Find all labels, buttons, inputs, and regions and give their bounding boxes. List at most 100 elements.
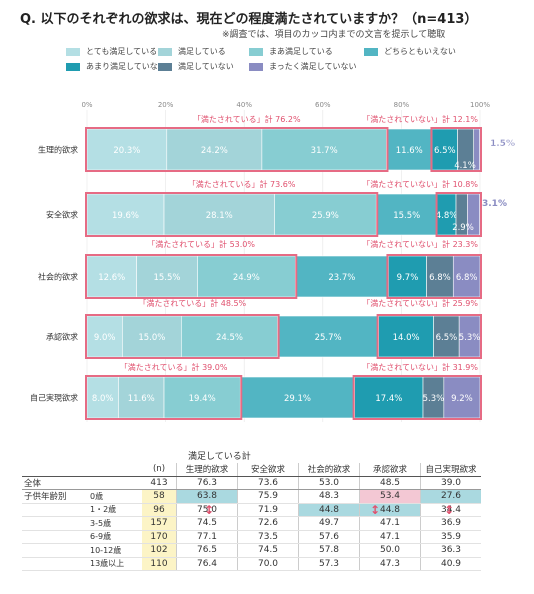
table-cell: 34.4 bbox=[420, 503, 481, 517]
table-cell: 36.3 bbox=[420, 543, 481, 558]
category-label: 生理的欲求 bbox=[38, 145, 78, 155]
table-cell: 76.3 bbox=[176, 476, 238, 490]
table-caption: 満足している計 bbox=[188, 452, 251, 462]
satisfied-outline bbox=[85, 127, 389, 172]
category-label: 安全欲求 bbox=[46, 210, 78, 220]
table-cell: 57.3 bbox=[298, 557, 360, 571]
bar-segment bbox=[136, 255, 198, 298]
data-label: 28.1% bbox=[206, 211, 233, 221]
chart-title: Q. 以下のそれぞれの欲求は、現在どの程度満たされていますか？（n=413） bbox=[20, 12, 478, 27]
table-cell: 48.5 bbox=[359, 476, 421, 490]
table-cell: 53.4 bbox=[359, 489, 421, 504]
data-label: 2.9% bbox=[452, 223, 474, 233]
table-row: 子供年齢別 0歳 58 63.8 75.9 48.3 53.4 27.6 bbox=[22, 489, 481, 504]
data-label: 25.9% bbox=[312, 211, 339, 221]
satisfied-total-label: 「満たされている」計 39.0% bbox=[120, 362, 228, 372]
data-label: 4.1% bbox=[454, 161, 476, 171]
column-header: 承認欲求 bbox=[359, 463, 421, 477]
table-row: 10-12歳 102 76.5 74.5 57.8 50.0 36.3 bbox=[22, 543, 481, 558]
table-cell: 75.9 bbox=[237, 489, 299, 504]
satisfied-total-label: 「満たされている」計 48.5% bbox=[138, 298, 246, 308]
table-header-row: (n) 生理的欲求 安全欲求 社会的欲求 承認欲求 自己実現欲求 bbox=[22, 463, 481, 477]
bar-segment bbox=[294, 255, 389, 298]
legend-item: どちらともいえない bbox=[364, 46, 456, 57]
category-label: 承認欲求 bbox=[46, 332, 78, 342]
legend-item: まったく満足していない bbox=[249, 61, 356, 72]
x-tick-label: 100% bbox=[470, 101, 490, 109]
legend-swatch bbox=[364, 47, 378, 56]
row-n: 102 bbox=[142, 543, 177, 558]
bar-segment bbox=[443, 376, 481, 419]
data-label: 20.3% bbox=[113, 146, 140, 156]
table-cell: 63.8 bbox=[176, 489, 238, 504]
table-cell: 71.9 bbox=[237, 503, 299, 517]
row-label: 0歳 bbox=[88, 489, 142, 504]
table-row: 6-9歳 170 77.1 73.5 57.6 47.1 35.9 bbox=[22, 530, 481, 544]
unsatisfied-outline bbox=[435, 192, 482, 237]
data-label: 4.8% bbox=[436, 211, 458, 221]
bar-segment bbox=[86, 128, 168, 171]
legend-swatch bbox=[158, 47, 172, 56]
table-cell: 35.9 bbox=[420, 530, 481, 544]
row-label: 13歳以上 bbox=[88, 557, 142, 571]
data-label: 19.6% bbox=[112, 211, 139, 221]
bar-segment bbox=[86, 255, 137, 298]
table-cell: 40.9 bbox=[420, 557, 481, 571]
x-tick-label: 40% bbox=[236, 101, 252, 109]
column-header: 安全欲求 bbox=[237, 463, 299, 477]
chart-subtitle: ※調査では、項目のカッコ内までの文言を提示して聴取 bbox=[222, 30, 446, 40]
legend-swatch bbox=[249, 47, 263, 56]
data-label: 8.0% bbox=[92, 394, 114, 404]
satisfied-outline bbox=[85, 314, 280, 359]
bar-segment bbox=[197, 255, 296, 298]
table-cell: 57.8 bbox=[298, 543, 360, 558]
data-label: 6.5% bbox=[434, 146, 456, 156]
unsatisfied-outline bbox=[430, 127, 482, 172]
data-label: 15.5% bbox=[393, 211, 420, 221]
total-label: 全体 bbox=[22, 476, 88, 490]
table-cell: 73.5 bbox=[237, 530, 299, 544]
table-cell: 47.1 bbox=[359, 516, 421, 531]
increase-arrow-icon: ↕ bbox=[204, 503, 215, 517]
table-total-row: 全体 413 76.3 73.6 53.0 48.5 39.0 bbox=[22, 476, 481, 490]
data-label: 25.7% bbox=[315, 333, 342, 343]
data-label: 5.3% bbox=[459, 333, 481, 343]
unsatisfied-total-label: 「満たされていない」計 10.8% bbox=[362, 179, 478, 189]
category-label: 社会的欲求 bbox=[38, 272, 78, 282]
table-row: 13歳以上 110 76.4 70.0 57.3 47.3 40.9 bbox=[22, 557, 481, 571]
legend-item: あまり満足していない bbox=[66, 61, 166, 72]
data-label: 5.3% bbox=[423, 394, 445, 404]
legend-label: 満足していない bbox=[178, 62, 234, 71]
bar-segment bbox=[163, 193, 275, 236]
increase-arrow-icon: ↕ bbox=[444, 503, 455, 517]
legend-item: まあ満足している bbox=[249, 46, 333, 57]
table-cell: 44.8 bbox=[298, 503, 360, 517]
table-cell: 44.8 bbox=[359, 503, 421, 517]
data-label: 9.2% bbox=[451, 394, 473, 404]
stacked-bar-chart: 0% 20% 40% 60% 80% 100% 生理的欲求 20.3% 24.2% 31.7% 11… bbox=[30, 101, 515, 422]
data-label: 24.9% bbox=[233, 273, 260, 283]
bar-segment bbox=[181, 315, 278, 358]
data-label: 9.7% bbox=[397, 273, 419, 283]
data-label: 15.0% bbox=[138, 333, 165, 343]
table-cell: 49.7 bbox=[298, 516, 360, 531]
unsatisfied-outline bbox=[352, 375, 482, 420]
data-label: 15.5% bbox=[153, 273, 180, 283]
satisfied-total-label: 「満たされている」計 73.6% bbox=[188, 179, 296, 189]
table-cell: 57.6 bbox=[298, 530, 360, 544]
table-cell: 74.5 bbox=[176, 516, 238, 531]
bar-segment bbox=[239, 376, 355, 419]
bar-segment bbox=[277, 315, 379, 358]
data-label: 3.1% bbox=[482, 199, 507, 209]
table-cell: 50.0 bbox=[359, 543, 421, 558]
data-label: 19.4% bbox=[189, 394, 216, 404]
table-cell: 77.1 bbox=[176, 530, 238, 544]
bar-segment bbox=[354, 376, 424, 419]
bar-segment bbox=[274, 193, 377, 236]
legend-label: 満足している bbox=[178, 47, 226, 56]
data-label: 24.2% bbox=[201, 146, 228, 156]
satisfied-total-label: 「満たされている」計 53.0% bbox=[147, 239, 255, 249]
column-header: 生理的欲求 bbox=[176, 463, 238, 477]
legend-label: まったく満足していない bbox=[269, 62, 357, 71]
bar-segment bbox=[166, 128, 263, 171]
